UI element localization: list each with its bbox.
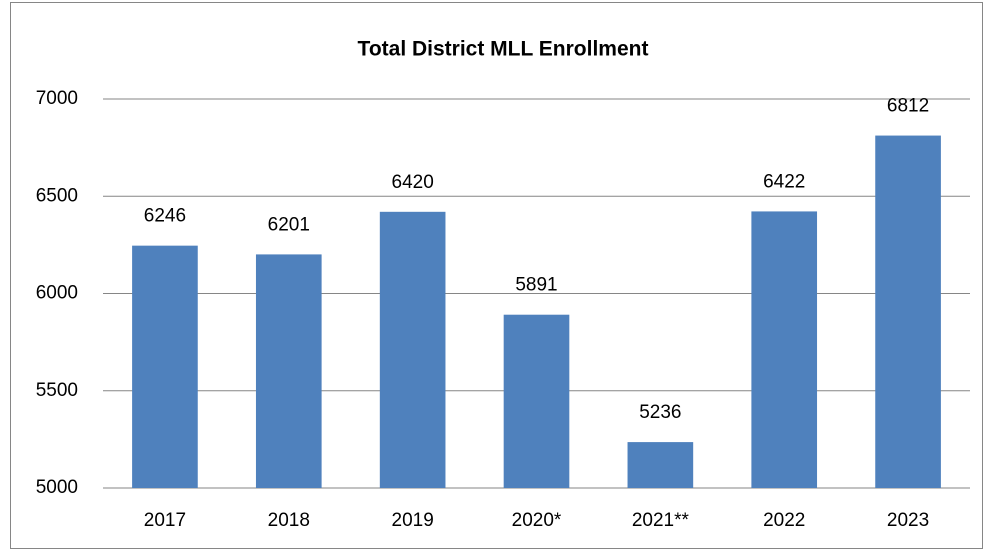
bar <box>875 135 941 489</box>
data-label: 6201 <box>268 214 310 235</box>
x-tick-label: 2023 <box>887 510 929 531</box>
bar <box>379 211 446 488</box>
y-tick-label: 5000 <box>36 477 78 498</box>
data-label: 5236 <box>639 402 681 423</box>
x-tick-label: 2020* <box>512 510 562 531</box>
y-tick-label: 5500 <box>36 380 78 401</box>
data-label: 6246 <box>144 206 186 227</box>
x-tick-label: 2017 <box>144 510 186 531</box>
bar <box>132 245 198 488</box>
data-label: 6422 <box>763 171 805 192</box>
data-label: 5891 <box>515 275 557 296</box>
chart-title: Total District MLL Enrollment <box>358 38 649 61</box>
y-tick-label: 7000 <box>36 88 78 109</box>
x-tick-label: 2019 <box>392 510 434 531</box>
data-label: 6812 <box>887 96 929 117</box>
x-tick-label: 2021** <box>632 510 690 531</box>
x-tick-label: 2018 <box>268 510 310 531</box>
data-label: 6420 <box>392 172 434 193</box>
x-tick-label: 2022 <box>763 510 805 531</box>
bar <box>627 442 694 488</box>
bar <box>503 314 570 488</box>
y-tick-label: 6500 <box>36 185 78 206</box>
y-tick-label: 6000 <box>36 283 78 304</box>
bar <box>255 254 322 488</box>
bar <box>751 211 818 488</box>
